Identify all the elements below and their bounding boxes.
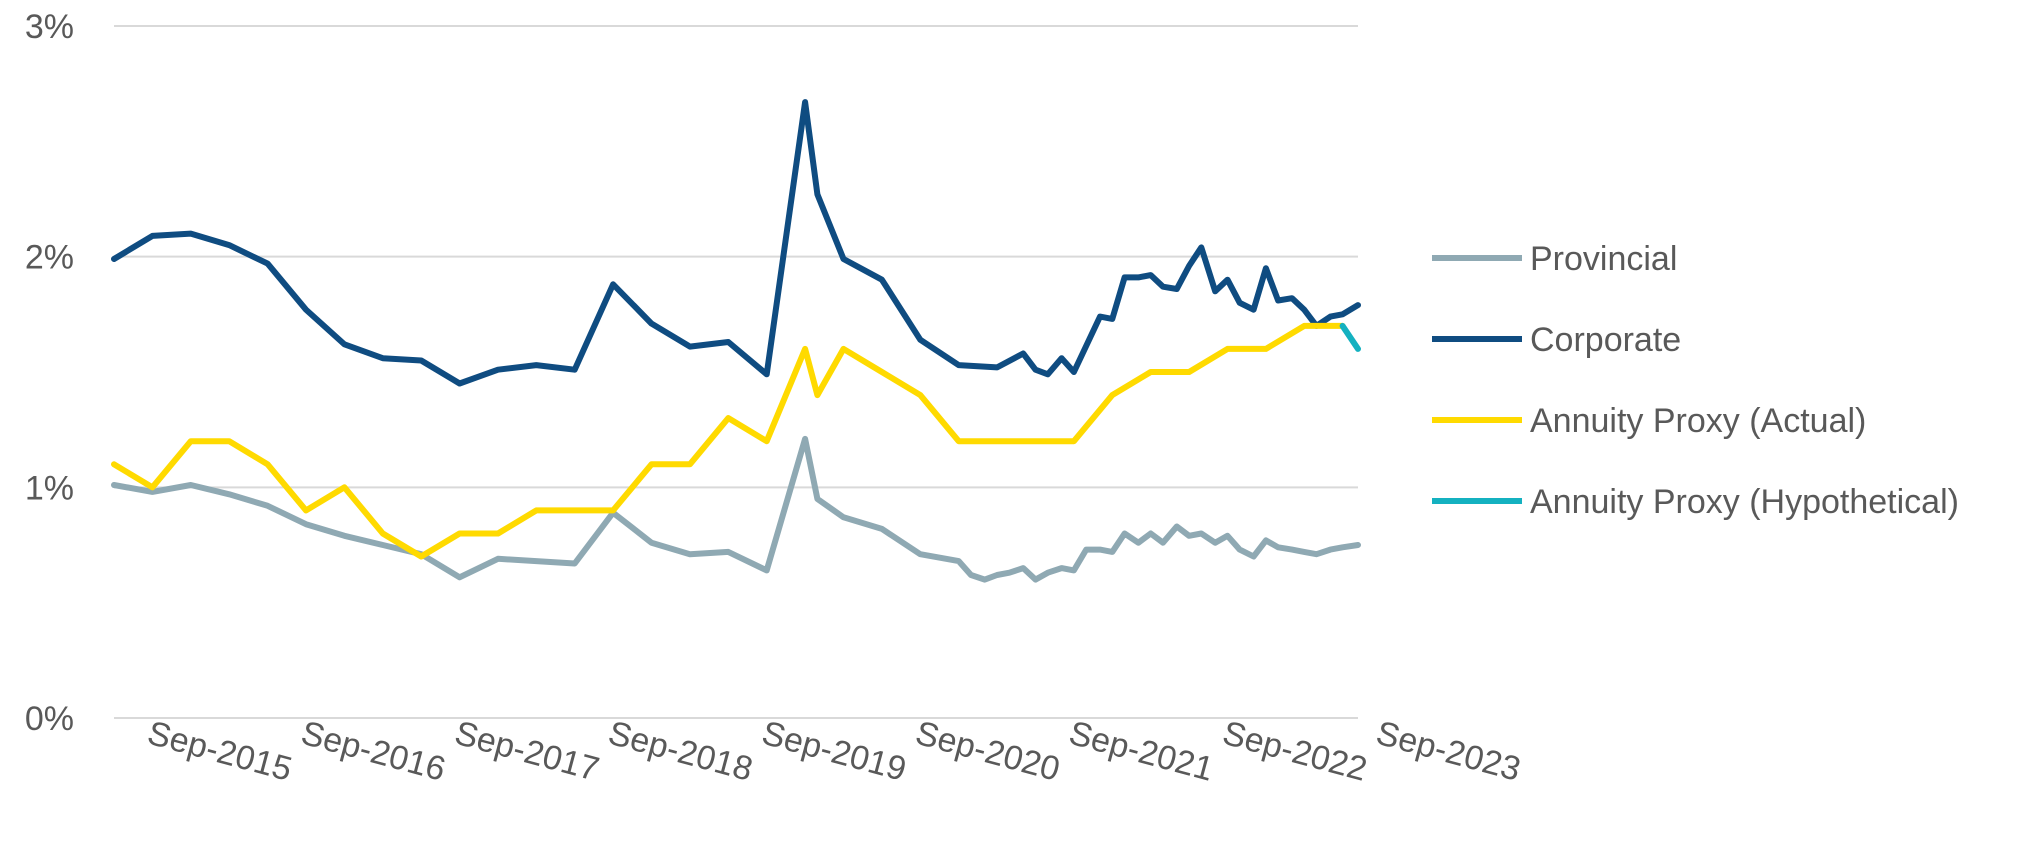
series-line-annuity-proxy-hypothetical xyxy=(1339,322,1361,352)
legend-label: Corporate xyxy=(1530,321,1681,359)
x-tick-label: Sep-2020 xyxy=(912,714,1064,789)
x-tick-label: Sep-2017 xyxy=(451,714,603,789)
series-line-annuity-proxy-actual xyxy=(111,322,1346,560)
y-tick-label: 0% xyxy=(25,700,74,738)
y-tick-label: 3% xyxy=(25,8,74,46)
legend: Provincial Corporate Annuity Proxy (Actual… xyxy=(1432,240,1959,521)
x-tick-label: Sep-2018 xyxy=(604,714,756,789)
legend-label: Annuity Proxy (Actual) xyxy=(1530,402,1866,440)
series-line-provincial xyxy=(111,435,1361,583)
x-tick-label: Sep-2021 xyxy=(1065,714,1217,789)
legend-label: Provincial xyxy=(1530,240,1677,278)
x-tick-label: Sep-2016 xyxy=(297,714,449,789)
series-lines xyxy=(111,99,1361,583)
x-tick-label: Sep-2019 xyxy=(758,714,910,789)
x-tick-label: Sep-2023 xyxy=(1372,714,1524,789)
x-tick-label: Sep-2022 xyxy=(1219,714,1371,789)
x-tick-label: Sep-2015 xyxy=(144,714,296,789)
x-axis-ticks: Sep-2015 Sep-2016 Sep-2017 Sep-2018 Sep-2019… xyxy=(144,714,1525,789)
y-tick-label: 2% xyxy=(25,239,74,277)
gridlines xyxy=(114,25,1358,719)
series-line-corporate xyxy=(111,99,1361,387)
y-axis-ticks: 0% 1% 2% 3% xyxy=(25,8,74,738)
y-tick-label: 1% xyxy=(25,469,74,507)
legend-label: Annuity Proxy (Hypothetical) xyxy=(1530,483,1959,521)
